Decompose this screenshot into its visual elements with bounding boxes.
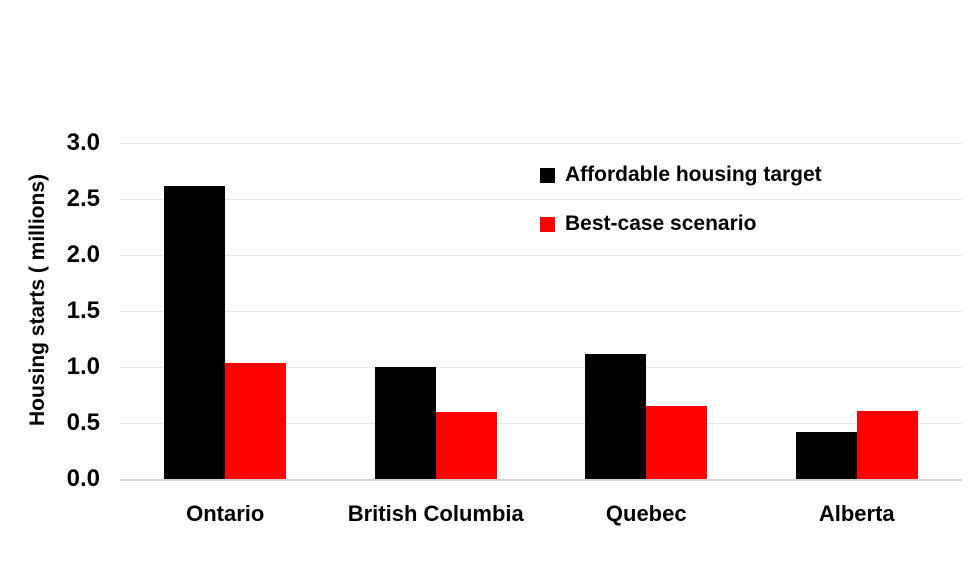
bar-british-columbia-affordable-housing-target — [375, 367, 436, 479]
bar-british-columbia-best-case-scenario — [436, 411, 497, 479]
gridline-2.5 — [120, 199, 962, 200]
legend-swatch-icon-best-case-scenario — [540, 216, 555, 232]
y-tick-label-2.5: 2.5 — [66, 185, 100, 212]
legend-swatch-icon-affordable-housing-target — [540, 167, 555, 183]
legend-item-affordable-housing-target: Affordable housing target — [540, 164, 822, 186]
bar-quebec-best-case-scenario — [646, 406, 707, 479]
y-tick-label-0.5: 0.5 — [66, 409, 100, 436]
bar-quebec-affordable-housing-target — [585, 353, 646, 479]
x-category-label-british-columbia: British Columbia — [347, 501, 524, 526]
y-tick-label-0.0: 0.0 — [66, 465, 100, 492]
legend-label-affordable-housing-target: Affordable housing target — [565, 163, 822, 186]
legend-label-best-case-scenario: Best-case scenario — [565, 212, 757, 235]
gridline-3.0 — [120, 143, 962, 144]
x-category-label-quebec: Quebec — [605, 501, 687, 526]
legend-item-best-case-scenario: Best-case scenario — [540, 213, 756, 235]
gridline-0.0 — [120, 479, 962, 481]
x-category-label-alberta: Alberta — [818, 501, 895, 526]
gridline-2.0 — [120, 255, 962, 256]
y-tick-label-1.5: 1.5 — [66, 297, 100, 324]
bar-alberta-affordable-housing-target — [796, 431, 857, 479]
bar-ontario-affordable-housing-target — [164, 185, 225, 479]
x-category-label-ontario: Ontario — [186, 501, 265, 526]
gridline-1.5 — [120, 311, 962, 312]
gridline-0.5 — [120, 423, 962, 424]
gridline-1.0 — [120, 367, 962, 368]
y-tick-label-1.0: 1.0 — [66, 353, 100, 380]
y-tick-label-3.0: 3.0 — [66, 129, 100, 156]
bar-alberta-best-case-scenario — [857, 410, 918, 479]
y-tick-label-2.0: 2.0 — [66, 241, 100, 268]
bar-ontario-best-case-scenario — [225, 362, 286, 479]
